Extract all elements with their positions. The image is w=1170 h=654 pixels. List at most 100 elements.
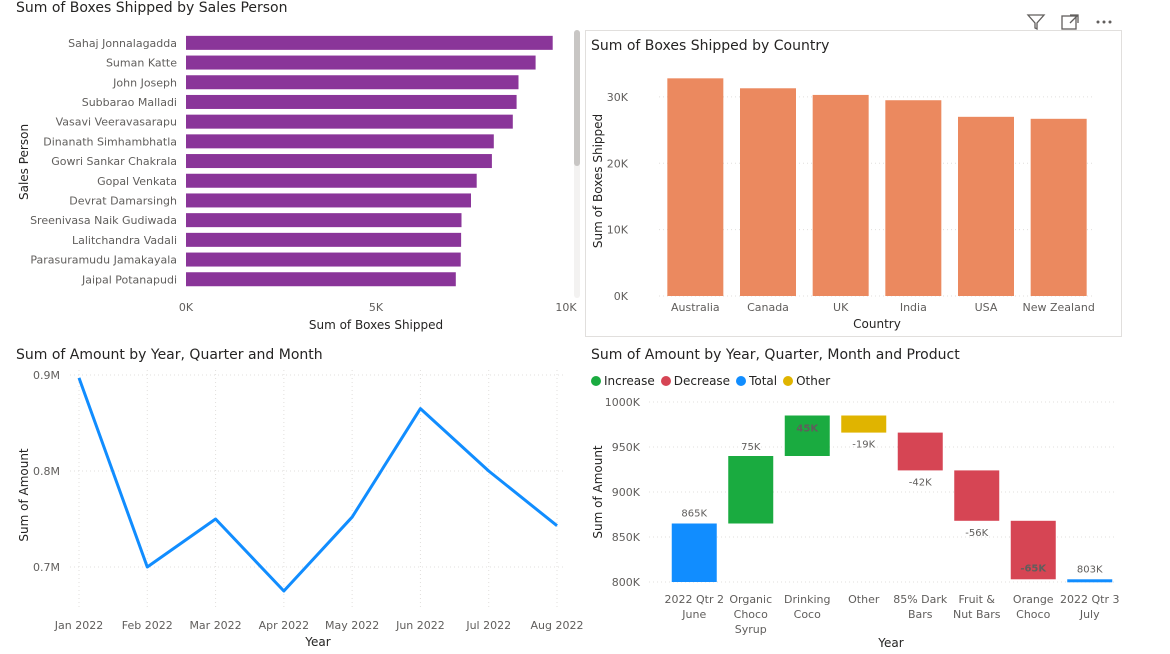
legend-dot	[736, 376, 747, 386]
focus-mode-icon[interactable]	[1060, 12, 1080, 36]
x-tick-label: Feb 2022	[122, 619, 173, 632]
x-tick-label: Aug 2022	[531, 619, 584, 632]
waterfall-chart: 800K 850K 900K 950K 1000K 865K 2022 Qtr 2 June 7…	[591, 396, 1119, 650]
chart-title: Sum of Amount by Year, Quarter and Month	[16, 347, 323, 363]
data-label: 45K	[796, 424, 819, 435]
chart-title: Sum of Boxes Shipped by Country	[591, 38, 830, 54]
bar	[186, 252, 461, 267]
bar	[885, 100, 942, 297]
country-bar-chart: 0K 10K 20K 30K Australia Canada UK India USA New …	[591, 78, 1095, 331]
y-tick-label: 850K	[612, 531, 641, 544]
y-tick-label: 950K	[612, 441, 641, 454]
x-tick-label: Canada	[747, 301, 789, 314]
country-chart-panel[interactable]: Sum of Boxes Shipped by Country 0K 10K 20K…	[585, 30, 1120, 335]
y-tick-label: John Joseph	[112, 76, 177, 89]
vertical-scrollbar[interactable]	[574, 30, 580, 298]
country-chart-frame	[585, 30, 1122, 337]
x-tick-label: Orange	[1013, 593, 1054, 606]
x-tick-label: 5K	[369, 301, 384, 314]
x-axis-title: Country	[853, 317, 901, 331]
y-tick-label: 0.8M	[33, 465, 60, 478]
bar	[667, 78, 724, 296]
y-tick-label: 20K	[607, 157, 629, 170]
x-tick-label: Organic	[729, 593, 772, 606]
bar	[186, 55, 536, 70]
x-tick-label: Mar 2022	[189, 619, 241, 632]
bar	[186, 75, 519, 90]
waterfall-bar	[1010, 520, 1056, 580]
x-tick-label: New Zealand	[1023, 301, 1095, 314]
x-tick-label: Drinking	[784, 593, 830, 606]
bar	[186, 272, 456, 287]
x-tick-label: Other	[848, 593, 880, 606]
waterfall-bar	[728, 456, 774, 524]
bar	[740, 88, 796, 296]
bar	[186, 232, 462, 247]
legend-dot	[783, 376, 794, 386]
legend-item-decrease[interactable]: Decrease	[660, 374, 730, 388]
x-tick-label: 85% Dark	[893, 593, 948, 606]
scrollbar-thumb[interactable]	[574, 30, 580, 166]
y-tick-label: 10K	[607, 224, 629, 237]
legend-label: Increase	[604, 374, 655, 388]
y-tick-label: 800K	[612, 576, 641, 589]
chart-title: Sum of Amount by Year, Quarter, Month an…	[591, 347, 960, 363]
bar	[958, 116, 1014, 297]
data-label: 865K	[681, 509, 707, 520]
data-label: 803K	[1077, 564, 1103, 575]
data-label: -19K	[852, 440, 875, 451]
x-axis-title: Year	[877, 636, 903, 650]
salesperson-bar-chart: Sahaj Jonnalagadda Suman Katte John Joseph…	[17, 35, 577, 332]
x-tick-label: Jun 2022	[395, 619, 445, 632]
x-tick-label: USA	[975, 301, 998, 314]
x-tick-label: May 2022	[325, 619, 379, 632]
data-label: 75K	[741, 442, 761, 453]
data-label: -42K	[909, 477, 932, 488]
y-tick-label: Suman Katte	[106, 57, 177, 70]
waterfall-bar	[671, 523, 717, 582]
y-tick-label: 0.9M	[33, 369, 60, 382]
salesperson-chart-panel[interactable]: Sum of Boxes Shipped by Sales Person Sah…	[0, 0, 585, 335]
y-tick-label: Subbarao Malladi	[82, 96, 177, 109]
legend-item-total[interactable]: Total	[736, 374, 777, 388]
bar	[186, 35, 553, 50]
waterfall-bar	[1067, 579, 1113, 583]
filter-icon[interactable]	[1026, 12, 1046, 36]
y-axis-title: Sum of Amount	[591, 445, 605, 539]
x-tick-label: Jan 2022	[54, 619, 103, 632]
y-tick-label: 1000K	[605, 396, 641, 409]
waterfall-chart-panel[interactable]: Sum of Amount by Year, Quarter, Month an…	[585, 340, 1170, 654]
x-tick-label: Fruit &	[959, 593, 996, 606]
data-label: -65K	[1020, 563, 1047, 574]
x-axis-title: Sum of Boxes Shipped	[309, 318, 443, 332]
x-tick-label: June	[681, 608, 706, 621]
legend-item-increase[interactable]: Increase	[591, 374, 655, 388]
amount-line-chart-panel[interactable]: Sum of Amount by Year, Quarter and Month…	[0, 340, 585, 654]
x-axis-title: Year	[304, 635, 330, 649]
y-tick-label: 0K	[614, 290, 629, 303]
chart-legend: Increase Decrease Total Other	[591, 374, 834, 388]
legend-item-other[interactable]: Other	[783, 374, 830, 388]
y-tick-label: Jaipal Potanapudi	[81, 273, 177, 286]
chart-title: Sum of Boxes Shipped by Sales Person	[16, 0, 288, 16]
x-tick-label: Australia	[671, 301, 720, 314]
data-label: -56K	[965, 528, 988, 539]
visual-header-toolbar	[1026, 12, 1114, 36]
series-line	[77, 377, 558, 593]
y-tick-label: 30K	[607, 91, 629, 104]
x-tick-label: Bars	[908, 608, 933, 621]
more-options-icon[interactable]	[1094, 12, 1114, 36]
y-tick-label: Devrat Damarsingh	[69, 194, 177, 207]
bar	[186, 193, 471, 208]
bar	[1030, 118, 1087, 297]
y-tick-label: Sahaj Jonnalagadda	[68, 37, 177, 50]
x-tick-label: Apr 2022	[259, 619, 310, 632]
x-tick-label: July	[1079, 608, 1100, 621]
x-tick-label: Nut Bars	[953, 608, 1001, 621]
x-tick-label: 10K	[555, 301, 577, 314]
bar	[186, 173, 477, 188]
y-tick-label: Dinanath Simhambhatla	[43, 135, 177, 148]
waterfall-bar	[784, 415, 830, 456]
amount-line-chart: 0.7M 0.8M 0.9M Jan 2022 Feb 2022 Mar 2022 Apr …	[17, 369, 584, 649]
x-tick-label: Choco	[734, 608, 768, 621]
